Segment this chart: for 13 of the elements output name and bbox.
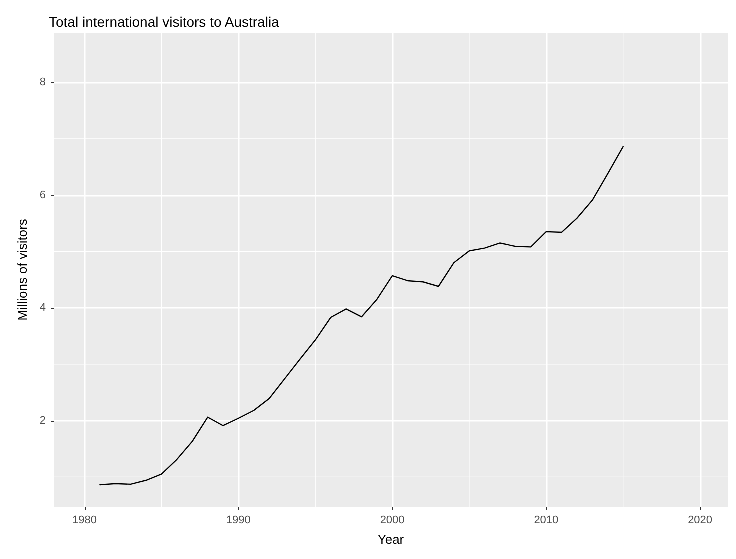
x-tick-label: 2020	[688, 514, 713, 526]
line-series	[100, 146, 624, 486]
y-tick-label: 8	[40, 76, 46, 89]
y-tick-label: 4	[40, 302, 46, 314]
x-tick-label: 1990	[226, 514, 251, 526]
x-tick-label: 2010	[534, 514, 559, 526]
chart-title: Total international visitors to Australia	[49, 14, 280, 30]
x-tick-label: 2000	[380, 514, 405, 526]
x-axis-title: Year	[378, 532, 405, 547]
y-tick-label: 2	[40, 414, 46, 427]
x-tick-label: 1980	[72, 514, 98, 526]
y-tick-label: 6	[40, 189, 46, 202]
y-axis-title: Millions of visitors	[15, 218, 30, 321]
